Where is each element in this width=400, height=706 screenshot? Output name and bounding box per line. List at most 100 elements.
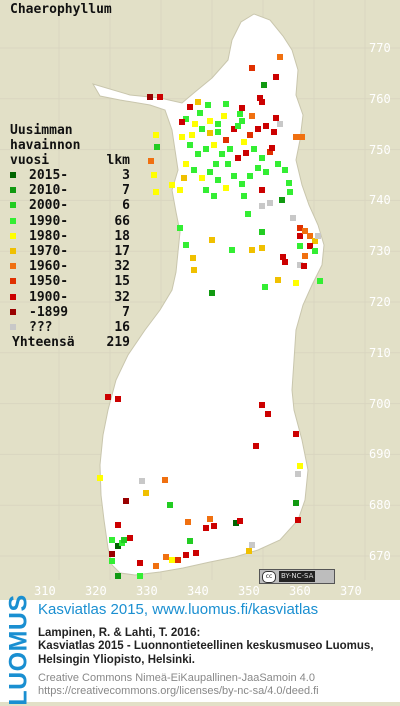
legend-swatch bbox=[10, 247, 16, 254]
observation-dot bbox=[241, 193, 247, 199]
observation-dot bbox=[109, 537, 115, 543]
legend-item-count: 18 bbox=[114, 228, 130, 244]
legend-item: 2000- 6 bbox=[10, 198, 130, 213]
observation-dot bbox=[207, 516, 213, 522]
observation-dots bbox=[97, 54, 323, 579]
observation-dot bbox=[153, 189, 159, 195]
observation-dot bbox=[211, 142, 217, 148]
observation-dot bbox=[269, 145, 275, 151]
observation-dot bbox=[237, 111, 243, 117]
observation-dot bbox=[143, 490, 149, 496]
observation-dot bbox=[209, 290, 215, 296]
observation-dot bbox=[227, 146, 233, 152]
map-title: Chaerophyllum bbox=[10, 2, 112, 17]
observation-dot bbox=[301, 263, 307, 269]
y-tick-label: 720 bbox=[369, 295, 391, 309]
observation-dot bbox=[293, 431, 299, 437]
observation-dot bbox=[115, 543, 121, 549]
legend-item-label: 2015- bbox=[29, 168, 69, 183]
observation-dot bbox=[259, 155, 265, 161]
observation-dot bbox=[207, 130, 213, 136]
legend-item-count: 7 bbox=[122, 183, 130, 199]
observation-dot bbox=[231, 173, 237, 179]
finland-land-outline bbox=[91, 13, 325, 576]
observation-dot bbox=[267, 200, 273, 206]
observation-dot bbox=[195, 151, 201, 157]
observation-dot bbox=[221, 113, 227, 119]
footer-license: Creative Commons Nimeä-EiKaupallinen-Jaa… bbox=[38, 672, 319, 698]
observation-dot bbox=[275, 161, 281, 167]
legend-item-count: 16 bbox=[114, 319, 130, 335]
observation-dot bbox=[273, 115, 279, 121]
cc-license-badge[interactable]: cc BY-NC-SA bbox=[259, 569, 335, 584]
observation-dot bbox=[215, 121, 221, 127]
observation-dot bbox=[280, 254, 286, 260]
observation-dot bbox=[293, 500, 299, 506]
observation-dot bbox=[243, 150, 249, 156]
y-tick-label: 700 bbox=[369, 396, 391, 411]
observation-dot bbox=[183, 161, 189, 167]
observation-dot bbox=[263, 123, 269, 129]
observation-dot bbox=[147, 94, 153, 100]
legend-item-label: 1960- bbox=[29, 259, 69, 275]
legend-items: 2015- 3 2010- 7 2000- 6 1990- 66 1980- 18 1970- 17 1… bbox=[10, 168, 130, 335]
x-tick-label: 370 bbox=[340, 584, 362, 598]
observation-dot bbox=[223, 101, 229, 107]
observation-dot bbox=[109, 558, 115, 564]
observation-dot bbox=[154, 144, 160, 150]
observation-dot bbox=[295, 471, 301, 477]
observation-dot bbox=[235, 123, 241, 129]
observation-dot bbox=[211, 523, 217, 529]
y-tick-label: 740 bbox=[369, 193, 391, 208]
observation-dot bbox=[239, 105, 245, 111]
observation-dot bbox=[225, 161, 231, 167]
legend-item-label: 1900- bbox=[29, 289, 69, 305]
observation-dot bbox=[247, 173, 253, 179]
observation-dot bbox=[105, 394, 111, 400]
legend-swatch bbox=[10, 263, 16, 270]
observation-dot bbox=[123, 498, 129, 504]
observation-dot bbox=[207, 169, 213, 175]
observation-dot bbox=[251, 146, 257, 152]
observation-dot bbox=[157, 94, 163, 100]
legend-item: ??? 16 bbox=[10, 320, 130, 335]
observation-dot bbox=[277, 54, 283, 60]
observation-dot bbox=[153, 563, 159, 569]
legend-heading-line-3: vuosi bbox=[10, 153, 50, 168]
citation-line-2: Kasviatlas 2015 - Luonnontieteellinen ke… bbox=[38, 640, 374, 653]
observation-dot bbox=[115, 573, 121, 579]
observation-dot bbox=[190, 255, 196, 261]
license-line-2[interactable]: https://creativecommons.org/licenses/by-… bbox=[38, 685, 319, 698]
observation-dot bbox=[253, 443, 259, 449]
footer-citation: Lampinen, R. & Lahti, T. 2016: Kasviatla… bbox=[38, 627, 374, 667]
x-tick-label: 360 bbox=[289, 584, 311, 598]
observation-dot bbox=[148, 158, 154, 164]
observation-dot bbox=[203, 187, 209, 193]
observation-dot bbox=[297, 463, 303, 469]
observation-dot bbox=[175, 557, 181, 563]
observation-dot bbox=[275, 277, 281, 283]
observation-dot bbox=[312, 238, 318, 244]
observation-dot bbox=[247, 132, 253, 138]
legend-item: -1899 7 bbox=[10, 305, 130, 320]
legend-swatch bbox=[10, 232, 16, 239]
observation-dot bbox=[257, 95, 263, 101]
observation-dot bbox=[183, 242, 189, 248]
legend-item: 1970- 17 bbox=[10, 244, 130, 259]
observation-dot bbox=[312, 248, 318, 254]
observation-dot bbox=[191, 267, 197, 273]
observation-dot bbox=[282, 167, 288, 173]
observation-dot bbox=[239, 118, 245, 124]
observation-dot bbox=[297, 262, 303, 268]
y-tick-label: 690 bbox=[369, 447, 391, 462]
legend-item-count: 15 bbox=[114, 274, 130, 290]
observation-dot bbox=[277, 121, 283, 127]
legend-item-label: 2010- bbox=[29, 183, 69, 199]
footer-headline[interactable]: Kasviatlas 2015, www.luomus.fi/kasviatla… bbox=[38, 601, 319, 618]
observation-dot bbox=[219, 151, 225, 157]
y-tick-label: 770 bbox=[369, 41, 391, 55]
observation-dot bbox=[249, 247, 255, 253]
observation-dot bbox=[249, 65, 255, 71]
observation-dot bbox=[297, 225, 303, 231]
legend-item: 1900- 32 bbox=[10, 290, 130, 305]
